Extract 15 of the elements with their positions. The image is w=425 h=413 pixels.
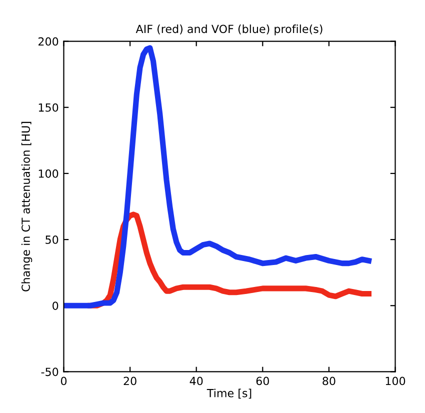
y-tick-label: 0 bbox=[52, 302, 58, 310]
x-tick-label: 100 bbox=[386, 376, 406, 386]
x-tick-label: 60 bbox=[256, 376, 269, 386]
y-tick-label: 150 bbox=[38, 103, 58, 112]
x-tick-label: 40 bbox=[190, 376, 203, 386]
x-tick-label: 0 bbox=[60, 376, 67, 386]
y-tick-label: 100 bbox=[38, 169, 58, 178]
y-axis-title: Change in CT attenuation [HU] bbox=[21, 122, 32, 292]
y-tick-label: 50 bbox=[46, 236, 58, 244]
y-tick-label: 200 bbox=[38, 37, 58, 46]
x-tick-label: 20 bbox=[124, 376, 136, 386]
x-tick-label: 80 bbox=[322, 376, 336, 386]
chart-title: AIF (red) and VOF (blue) profile(s) bbox=[136, 24, 322, 36]
x-axis-title: Time [s] bbox=[206, 388, 252, 399]
y-tick-label: -50 bbox=[41, 368, 58, 376]
